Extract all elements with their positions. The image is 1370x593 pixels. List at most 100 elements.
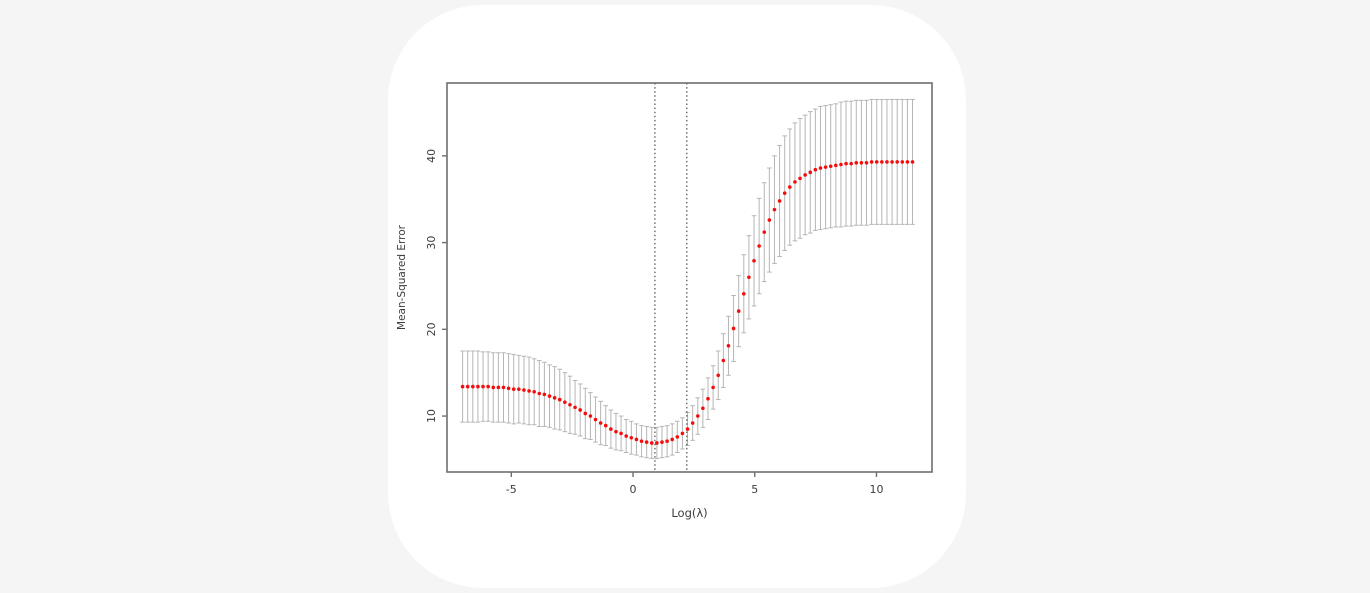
data-point <box>542 392 547 397</box>
data-point <box>782 191 787 195</box>
data-point <box>757 244 761 248</box>
data-point <box>854 160 859 165</box>
data-point <box>614 429 618 434</box>
y-tick-label: 40 <box>425 149 438 163</box>
data-point <box>649 441 654 445</box>
data-point <box>818 166 823 170</box>
data-point <box>885 160 889 164</box>
data-point <box>910 160 915 164</box>
data-point <box>895 160 899 164</box>
data-point <box>839 162 843 167</box>
data-point <box>588 414 593 418</box>
data-point <box>486 384 490 389</box>
data-point <box>772 207 777 212</box>
data-point <box>644 440 649 444</box>
data-point <box>619 431 623 436</box>
data-point <box>731 326 736 331</box>
data-point <box>465 384 470 389</box>
data-point <box>849 161 853 166</box>
data-point <box>501 385 506 390</box>
data-point <box>844 161 848 166</box>
data-point <box>471 384 475 389</box>
data-point <box>598 421 603 425</box>
data-point <box>721 358 726 363</box>
data-point <box>573 405 577 410</box>
data-point <box>655 441 659 445</box>
data-point <box>660 440 664 444</box>
data-point <box>828 164 833 169</box>
data-point <box>741 291 746 296</box>
data-point <box>675 435 680 439</box>
data-point <box>665 439 669 444</box>
data-point <box>695 414 700 418</box>
data-point <box>532 389 536 394</box>
data-point <box>496 385 501 390</box>
data-point <box>874 160 879 164</box>
data-point <box>834 163 838 168</box>
data-point <box>460 384 465 389</box>
data-point <box>685 427 690 431</box>
data-point <box>880 160 884 164</box>
data-point <box>506 386 511 391</box>
data-point <box>527 389 531 393</box>
data-point <box>859 160 864 165</box>
data-point <box>563 400 567 404</box>
data-point <box>547 394 552 398</box>
data-point <box>603 423 608 428</box>
data-point <box>578 408 582 412</box>
data-point <box>537 391 542 396</box>
data-point <box>813 167 818 172</box>
y-tick-label: 30 <box>425 236 438 250</box>
data-point <box>701 406 705 411</box>
plot-frame <box>446 82 933 473</box>
data-point <box>869 160 874 164</box>
data-point <box>864 160 869 165</box>
data-point <box>680 431 685 436</box>
data-point <box>670 437 675 442</box>
plot-generated-content: -5 0 5 10 10 20 30 40 <box>425 82 933 496</box>
x-tick-label: 10 <box>869 483 883 496</box>
data-point <box>511 387 516 391</box>
data-point <box>767 218 772 222</box>
x-tick-label: -5 <box>506 483 517 496</box>
x-axis-title: Log(λ) <box>671 506 707 520</box>
data-point <box>752 259 756 263</box>
data-point <box>900 160 905 164</box>
x-tick-label: 0 <box>630 483 637 496</box>
data-point <box>583 411 588 416</box>
data-point <box>706 396 710 401</box>
data-point <box>629 435 634 440</box>
data-point <box>522 388 526 392</box>
data-point <box>634 437 639 442</box>
plot-card: -5 0 5 10 10 20 30 40 Log(λ) Mean-Squared Error <box>388 5 966 588</box>
data-point <box>890 160 894 164</box>
data-point <box>736 309 741 313</box>
data-point <box>491 385 496 390</box>
data-point <box>609 427 613 431</box>
data-point <box>624 434 628 438</box>
data-point <box>798 176 802 181</box>
data-point <box>593 417 598 422</box>
data-point <box>481 384 485 389</box>
data-point <box>517 387 521 391</box>
data-point <box>808 170 813 175</box>
x-tick-label: 5 <box>751 483 758 496</box>
data-point <box>568 402 572 407</box>
data-point <box>552 396 557 400</box>
data-point <box>747 275 751 280</box>
data-point <box>726 344 731 348</box>
data-point <box>905 160 910 164</box>
data-point <box>823 165 828 169</box>
data-point <box>793 180 797 184</box>
data-point <box>639 439 644 444</box>
data-point <box>476 384 480 389</box>
data-point <box>803 173 807 177</box>
data-point <box>711 385 715 390</box>
cv-mse-plot: -5 0 5 10 10 20 30 40 Log(λ) Mean-Squared Error <box>396 82 933 520</box>
data-point <box>788 185 792 189</box>
data-point <box>777 199 782 203</box>
y-axis-title: Mean-Squared Error <box>396 224 408 330</box>
data-point <box>557 397 562 402</box>
data-point <box>716 373 721 378</box>
